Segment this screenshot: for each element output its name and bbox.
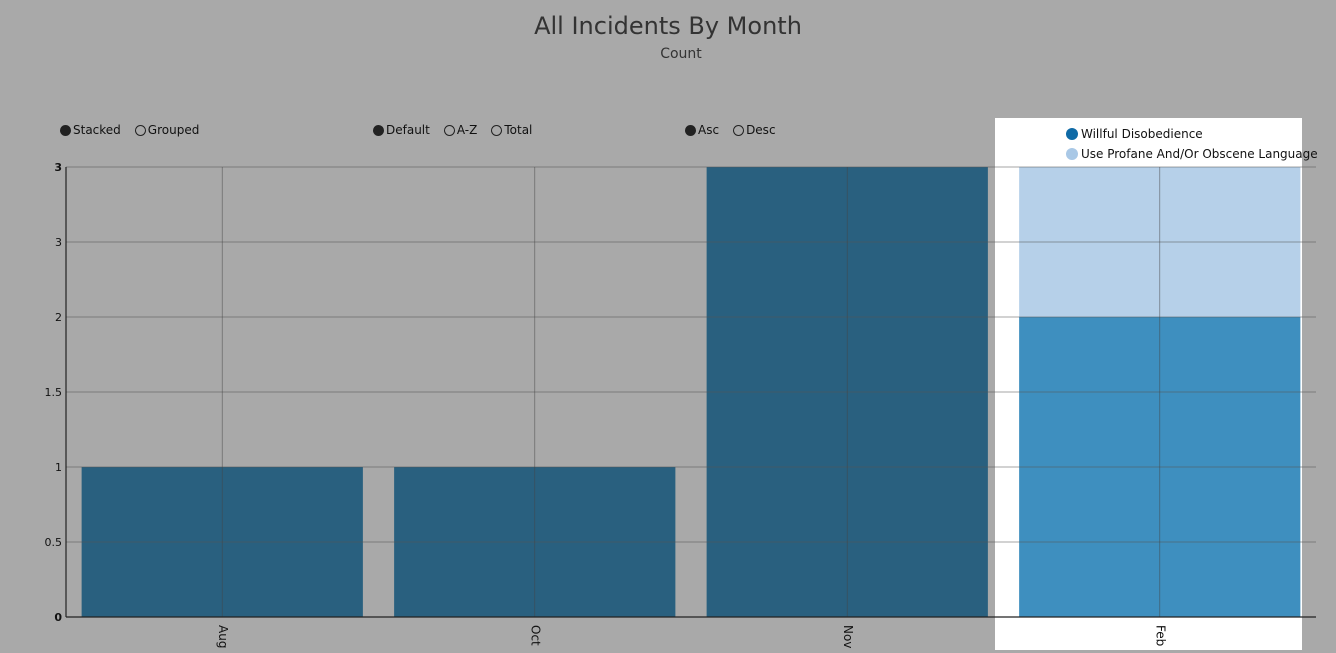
legend-item-profane-language[interactable]: Use Profane And/Or Obscene Language [1066,144,1318,164]
x-tick-label: Nov [841,625,855,648]
grouped-radio[interactable] [134,124,146,136]
desc-label: Desc [746,123,776,137]
chart-title: All Incidents By Month [534,12,802,40]
x-tick-label: Aug [216,625,230,648]
az-sort-option[interactable]: A-Z [443,123,478,137]
chart-subtitle: Count [660,46,702,62]
legend-swatch-icon [1066,148,1078,160]
x-tick-label: Feb [1153,625,1167,646]
x-tick-label: Oct [528,625,542,646]
y-tick-label: 0 [54,611,62,624]
legend: Willful Disobedience Use Profane And/Or … [1066,124,1318,164]
asc-option[interactable]: Asc [685,123,719,137]
grouped-label: Grouped [147,123,200,137]
az-sort-radio[interactable] [443,124,455,136]
stacked-option[interactable]: Stacked [60,123,121,137]
order-toggle: Asc Desc [685,123,790,137]
legend-item-willful-disobedience[interactable]: Willful Disobedience [1066,124,1318,144]
legend-label: Use Profane And/Or Obscene Language [1081,147,1318,161]
y-tick-label: 1 [55,461,62,474]
legend-label: Willful Disobedience [1081,127,1203,141]
asc-label: Asc [698,123,720,137]
total-sort-option[interactable]: Total [491,123,532,137]
y-tick-label: 2 [55,311,62,324]
stacked-radio[interactable] [60,124,71,136]
sort-toggle: Default A-Z Total [373,123,546,137]
y-tick-label: 0.5 [45,536,63,549]
desc-radio[interactable] [733,124,745,136]
grouped-option[interactable]: Grouped [134,123,200,137]
desc-option[interactable]: Desc [733,123,776,137]
y-tick-label: 1.5 [45,386,63,399]
legend-swatch-icon [1066,128,1078,140]
total-sort-label: Total [504,123,533,137]
az-sort-label: A-Z [456,123,478,137]
stacked-label: Stacked [73,123,121,137]
default-sort-option[interactable]: Default [373,123,430,137]
default-sort-radio[interactable] [373,124,384,136]
layout-toggle: Stacked Grouped [60,123,213,137]
y-tick-label: 3 [54,161,62,174]
y-tick-label: 3 [55,236,62,249]
total-sort-radio[interactable] [491,124,503,136]
default-sort-label: Default [386,123,430,137]
asc-radio[interactable] [685,124,696,136]
